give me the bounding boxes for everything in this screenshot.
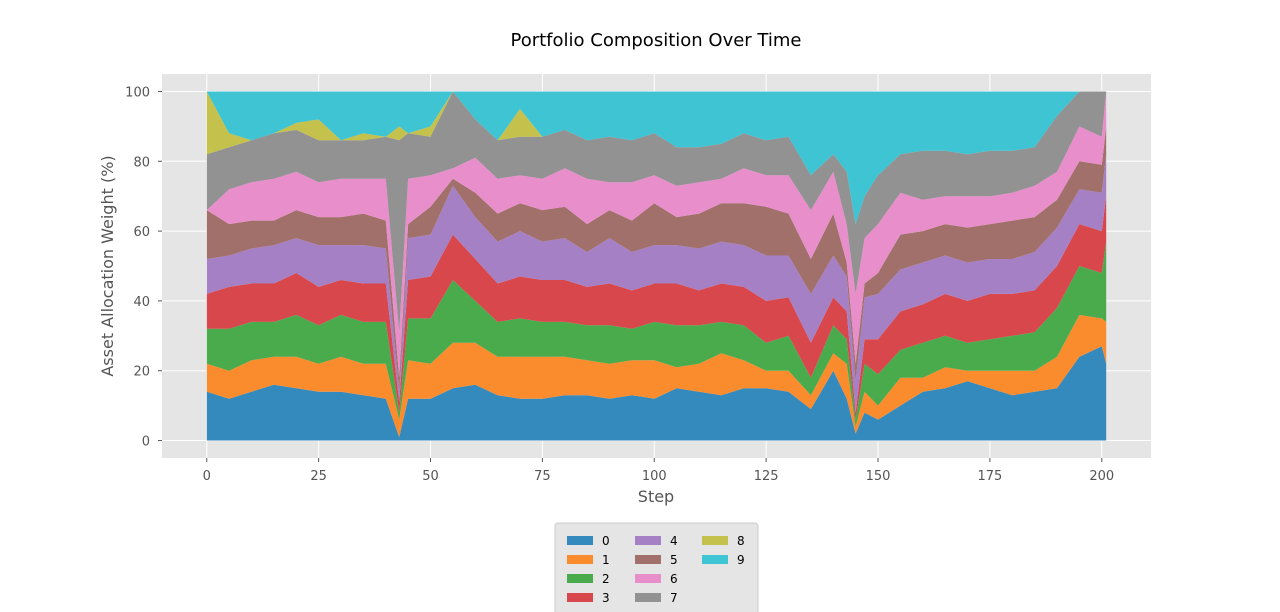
chart-title: Portfolio Composition Over Time [511, 30, 802, 51]
area-series-9 [206, 91, 1107, 225]
y-tick-label: 20 [133, 365, 150, 380]
legend-swatch-3 [567, 593, 593, 602]
y-axis-ticks: 0 20 40 60 80 100 [125, 85, 162, 450]
area-series-0 [206, 346, 1107, 441]
legend-label-3: 3 [602, 591, 610, 605]
legend-swatch-4 [635, 536, 661, 545]
legend-label-4: 4 [670, 534, 678, 548]
legend-frame [554, 522, 759, 612]
x-tick-label: 200 [1089, 469, 1114, 484]
y-axis-label: Asset Allocation Weight (%) [98, 155, 117, 376]
area-series-7 [206, 91, 1107, 333]
y-tick-label: 100 [125, 85, 150, 100]
legend-swatch-9 [702, 555, 728, 564]
legend-swatch-1 [567, 555, 593, 564]
legend-label-9: 9 [737, 553, 745, 567]
x-axis-ticks: 0 25 50 75 100 125 150 175 200 [203, 458, 1114, 484]
x-axis-label: Step [638, 487, 674, 506]
area-series-5 [206, 126, 1107, 392]
legend-swatch-6 [635, 574, 661, 583]
x-tick-label: 175 [977, 469, 1002, 484]
legend-swatch-8 [702, 536, 728, 545]
x-tick-label: 0 [203, 469, 211, 484]
legend-swatch-2 [567, 574, 593, 583]
area-series-1 [206, 314, 1107, 438]
legend-label-5: 5 [670, 553, 678, 567]
legend: 0 1 2 3 4 5 6 7 8 9 [554, 522, 759, 612]
x-tick-label: 100 [642, 469, 667, 484]
legend-swatch-5 [635, 555, 661, 564]
legend-label-0: 0 [602, 534, 610, 548]
y-tick-label: 80 [133, 155, 150, 170]
y-tick-label: 0 [142, 435, 150, 450]
legend-label-8: 8 [737, 534, 745, 548]
legend-label-7: 7 [670, 591, 678, 605]
x-tick-label: 25 [310, 469, 327, 484]
legend-label-6: 6 [670, 572, 678, 586]
y-tick-label: 40 [133, 295, 150, 310]
legend-label-1: 1 [602, 553, 610, 567]
legend-swatch-0 [567, 536, 593, 545]
area-series-4 [206, 154, 1107, 413]
legend-label-2: 2 [602, 572, 610, 586]
area-series-8 [206, 91, 1107, 225]
y-tick-label: 60 [133, 225, 150, 240]
area-series-group [206, 91, 1107, 441]
x-tick-label: 125 [754, 469, 779, 484]
x-tick-label: 75 [534, 469, 551, 484]
legend-swatch-7 [635, 593, 661, 602]
area-series-2 [206, 241, 1107, 427]
x-tick-label: 150 [866, 469, 891, 484]
x-tick-label: 50 [422, 469, 439, 484]
area-series-3 [206, 196, 1107, 420]
